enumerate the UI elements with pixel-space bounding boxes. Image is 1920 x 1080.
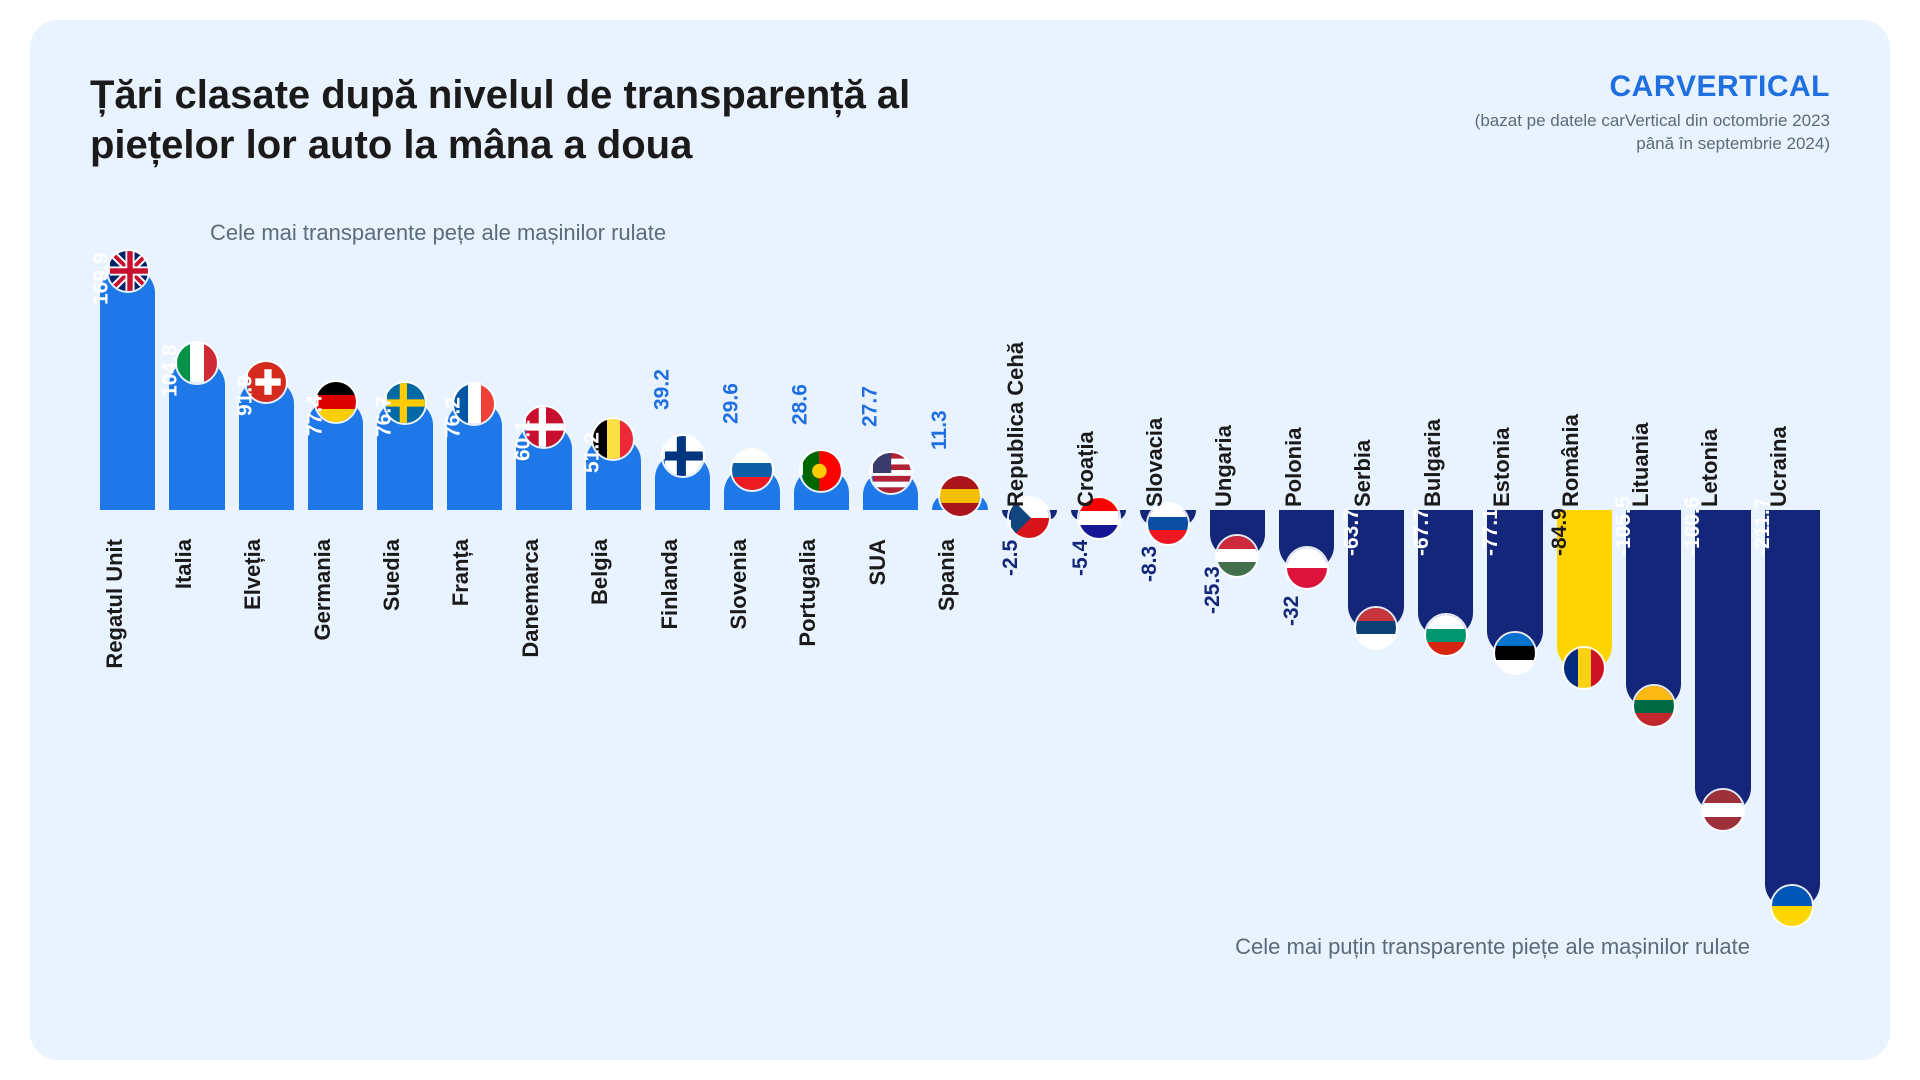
bar-label: Portugalia [795, 539, 821, 647]
bar-label: Italia [171, 539, 197, 589]
bar-column: -25.3Ungaria [1210, 230, 1265, 990]
bar-column: -160.6Letonia [1695, 230, 1750, 990]
bar-column: 60.1Danemarca [516, 230, 571, 990]
bar-column: 28.6Portugalia [794, 230, 849, 990]
bar-label: Serbia [1350, 440, 1376, 507]
bar-column: -8.3 Slovacia [1140, 230, 1195, 990]
flag-icon [869, 451, 913, 495]
bar-label: Republica Cehă [1003, 342, 1029, 507]
bar-value: 169.9 [89, 252, 113, 305]
brand-post: ERTICAL [1697, 70, 1831, 103]
bar-value: 27.7 [858, 386, 882, 427]
flag-icon [1146, 502, 1190, 546]
bars-container: 169.9Regatul Unit104.8Italia91.9Elveția7… [90, 230, 1830, 990]
bar-value: 51.2 [581, 432, 605, 473]
annotation-bottom: Cele mai puțin transparente piețe ale ma… [1235, 934, 1750, 960]
bar-value: -63.7 [1340, 508, 1364, 556]
bar-column: 76.7Suedia [377, 230, 432, 990]
bar-column: 11.3Spania [932, 230, 987, 990]
flag-icon [1285, 546, 1329, 590]
bar-column: 39.2Finlanda [655, 230, 710, 990]
bar-label: Finlanda [657, 539, 683, 629]
bar-label: România [1558, 414, 1584, 507]
bar [1765, 510, 1820, 908]
bar-label: Germania [310, 539, 336, 641]
bar-column: 77.4Germania [308, 230, 363, 990]
chart-subtitle: (bazat pe datele carVertical din octombr… [1450, 110, 1830, 156]
header: Țări clasate după nivelul de transparenț… [90, 70, 1830, 170]
bar-value: -25.3 [1201, 566, 1225, 614]
bar-label: Spania [934, 539, 960, 611]
bar-column: -63.7Serbia [1348, 230, 1403, 990]
bar-column: 169.9Regatul Unit [100, 230, 155, 990]
bar-column: 51.2Belgia [586, 230, 641, 990]
bar-value: -5.4 [1069, 540, 1093, 576]
bar-column: -211.7Ucraina [1765, 230, 1820, 990]
chart-area: Cele mai transparente pețe ale mașinilor… [90, 230, 1830, 990]
bar-column: -105.5Lituania [1626, 230, 1681, 990]
bar-value: 60.1 [511, 420, 535, 461]
bar-column: -77.1Estonia [1487, 230, 1542, 990]
flag-icon [1701, 788, 1745, 832]
bar-label: Suedia [379, 539, 405, 611]
bar-column: -67.7Bulgaria [1418, 230, 1473, 990]
bar-value: -32 [1280, 596, 1304, 626]
flag-icon [1770, 884, 1814, 928]
bar-label: Slovenia [726, 539, 752, 629]
flag-icon [1632, 684, 1676, 728]
brand-column: CARVERTICAL (bazat pe datele carVertical… [1450, 70, 1830, 156]
bar-label: Slovacia [1142, 418, 1168, 507]
bar-column: 27.7SUA [863, 230, 918, 990]
flag-icon [730, 448, 774, 492]
bar-label: Belgia [587, 539, 613, 605]
bar-label: Bulgaria [1420, 419, 1446, 507]
bar-column: 76.2Franța [447, 230, 502, 990]
bar-value: 11.3 [928, 410, 952, 450]
bar-value: 76.7 [373, 396, 397, 437]
brand-pre: CAR [1609, 70, 1676, 103]
bar-label: Danemarca [518, 539, 544, 658]
flag-icon [1424, 613, 1468, 657]
bar-label: Letonia [1697, 429, 1723, 507]
bar-column: 104.8Italia [169, 230, 224, 990]
bar-value: 39.2 [650, 369, 674, 410]
flag-icon [938, 474, 982, 518]
bar-value: -2.5 [999, 540, 1023, 576]
bar-value: -77.1 [1479, 508, 1503, 556]
bar-value: 28.6 [789, 385, 813, 426]
flag-icon [661, 434, 705, 478]
flag-icon [799, 449, 843, 493]
bar-column: -2.5 Republica Cehă [1002, 230, 1057, 990]
brand-v: V [1676, 70, 1697, 103]
bar-column: -84.9România [1557, 230, 1612, 990]
flag-icon [1493, 631, 1537, 675]
chart-card: Țări clasate după nivelul de transparenț… [30, 20, 1890, 1060]
bar-value: -67.7 [1410, 508, 1434, 556]
bar-value: 91.9 [234, 375, 258, 416]
bar-label: Regatul Unit [102, 539, 128, 669]
bar-label: SUA [865, 539, 891, 585]
bar-value: 76.2 [442, 397, 466, 438]
bar-label: Franța [448, 539, 474, 606]
bar-value: -84.9 [1548, 508, 1572, 556]
bar-label: Ungaria [1211, 425, 1237, 507]
bar-value: -8.3 [1138, 545, 1162, 581]
flag-icon [1562, 646, 1606, 690]
bar-label: Lituania [1628, 423, 1654, 507]
bar-label: Ucraina [1766, 426, 1792, 507]
brand-logo: CARVERTICAL [1450, 70, 1830, 104]
bar-value: 77.4 [303, 395, 327, 436]
bar-label: Polonia [1281, 428, 1307, 507]
bar-label: Estonia [1489, 428, 1515, 507]
bar-value: 29.6 [719, 383, 743, 424]
bar-value: 104.8 [159, 345, 183, 398]
bar-column: -32 Polonia [1279, 230, 1334, 990]
bar-column: 91.9Elveția [239, 230, 294, 990]
bar-column: -5.4 Croația [1071, 230, 1126, 990]
bar-label: Elveția [240, 539, 266, 610]
bar-label: Croația [1073, 431, 1099, 507]
bar-column: 29.6Slovenia [724, 230, 779, 990]
flag-icon [1354, 606, 1398, 650]
chart-title: Țări clasate după nivelul de transparenț… [90, 70, 990, 170]
